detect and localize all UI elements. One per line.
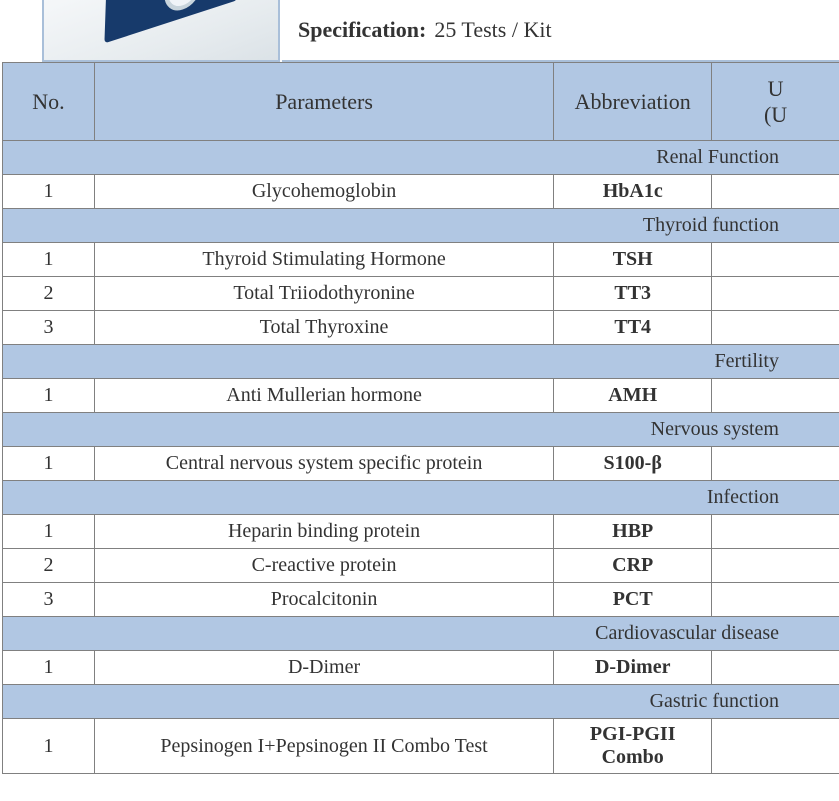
section-title: Thyroid function xyxy=(3,209,839,243)
section-title: Renal Function xyxy=(3,141,839,175)
cell-abbreviation: TSH xyxy=(554,243,712,277)
cell-abbreviation: TT3 xyxy=(554,277,712,311)
cell-unit xyxy=(712,447,839,481)
table-row: 2Total TriiodothyronineTT3 xyxy=(3,277,839,311)
section-title: Fertility xyxy=(3,345,839,379)
cell-unit xyxy=(712,515,839,549)
cell-parameter: Anti Mullerian hormone xyxy=(94,379,553,413)
specification-row: Specification: 25 Tests / Kit xyxy=(282,0,839,62)
table-row: 1Anti Mullerian hormoneAMH xyxy=(3,379,839,413)
cell-no: 2 xyxy=(3,277,95,311)
cell-parameter: Heparin binding protein xyxy=(94,515,553,549)
section-header: Thyroid function xyxy=(3,209,839,243)
col-header-parameters: Parameters xyxy=(94,63,553,141)
specification-value: 25 Tests / Kit xyxy=(434,17,551,43)
cell-parameter: Pepsinogen I+Pepsinogen II Combo Test xyxy=(94,719,553,774)
cell-parameter: Central nervous system specific protein xyxy=(94,447,553,481)
cell-unit xyxy=(712,277,839,311)
cartridge-window xyxy=(164,0,204,16)
table-row: 1Pepsinogen I+Pepsinogen II Combo TestPG… xyxy=(3,719,839,774)
cell-abbreviation: TT4 xyxy=(554,311,712,345)
cell-no: 1 xyxy=(3,719,95,774)
cell-unit xyxy=(712,583,839,617)
cell-unit xyxy=(712,651,839,685)
section-header: Gastric function xyxy=(3,685,839,719)
col-header-abbreviation: Abbreviation xyxy=(554,63,712,141)
table-row: 1D-DimerD-Dimer xyxy=(3,651,839,685)
cell-no: 1 xyxy=(3,379,95,413)
col-header-unit: U (U xyxy=(712,63,839,141)
cell-abbreviation: PGI-PGII Combo xyxy=(554,719,712,774)
cell-no: 3 xyxy=(3,311,95,345)
product-image xyxy=(42,0,280,62)
cell-abbreviation: CRP xyxy=(554,549,712,583)
cell-parameter: Total Triiodothyronine xyxy=(94,277,553,311)
cell-abbreviation: AMH xyxy=(554,379,712,413)
section-title: Nervous system xyxy=(3,413,839,447)
cell-no: 1 xyxy=(3,243,95,277)
cell-unit xyxy=(712,719,839,774)
unit-line2: (U xyxy=(718,102,833,128)
table-row: 3Total ThyroxineTT4 xyxy=(3,311,839,345)
table-row: 3ProcalcitoninPCT xyxy=(3,583,839,617)
cell-no: 1 xyxy=(3,175,95,209)
cell-no: 1 xyxy=(3,515,95,549)
section-title: Cardiovascular disease xyxy=(3,617,839,651)
section-header: Infection xyxy=(3,481,839,515)
section-header: Fertility xyxy=(3,345,839,379)
cell-parameter: D-Dimer xyxy=(94,651,553,685)
cell-unit xyxy=(712,549,839,583)
section-title: Infection xyxy=(3,481,839,515)
cell-unit xyxy=(712,175,839,209)
cell-abbreviation: HBP xyxy=(554,515,712,549)
test-cartridge-shape xyxy=(104,0,239,43)
cell-unit xyxy=(712,243,839,277)
table-row: 1Heparin binding proteinHBP xyxy=(3,515,839,549)
cell-parameter: C-reactive protein xyxy=(94,549,553,583)
cell-abbreviation: HbA1c xyxy=(554,175,712,209)
table-header-row: No. Parameters Abbreviation U (U xyxy=(3,63,839,141)
section-header: Nervous system xyxy=(3,413,839,447)
cell-parameter: Procalcitonin xyxy=(94,583,553,617)
table-row: 1GlycohemoglobinHbA1c xyxy=(3,175,839,209)
specification-label: Specification: xyxy=(298,17,426,43)
cell-no: 1 xyxy=(3,651,95,685)
section-header: Cardiovascular disease xyxy=(3,617,839,651)
parameters-table: No. Parameters Abbreviation U (U Renal F… xyxy=(2,62,839,774)
cell-no: 3 xyxy=(3,583,95,617)
table-row: 1Thyroid Stimulating HormoneTSH xyxy=(3,243,839,277)
cell-abbreviation: D-Dimer xyxy=(554,651,712,685)
cell-no: 1 xyxy=(3,447,95,481)
cell-parameter: Thyroid Stimulating Hormone xyxy=(94,243,553,277)
table-row: 2C-reactive proteinCRP xyxy=(3,549,839,583)
cell-parameter: Glycohemoglobin xyxy=(94,175,553,209)
col-header-no: No. xyxy=(3,63,95,141)
cell-abbreviation: S100-β xyxy=(554,447,712,481)
cell-unit xyxy=(712,311,839,345)
cell-parameter: Total Thyroxine xyxy=(94,311,553,345)
cell-no: 2 xyxy=(3,549,95,583)
unit-line1: U xyxy=(718,76,833,102)
section-title: Gastric function xyxy=(3,685,839,719)
table-row: 1Central nervous system specific protein… xyxy=(3,447,839,481)
section-header: Renal Function xyxy=(3,141,839,175)
cell-abbreviation: PCT xyxy=(554,583,712,617)
cell-unit xyxy=(712,379,839,413)
